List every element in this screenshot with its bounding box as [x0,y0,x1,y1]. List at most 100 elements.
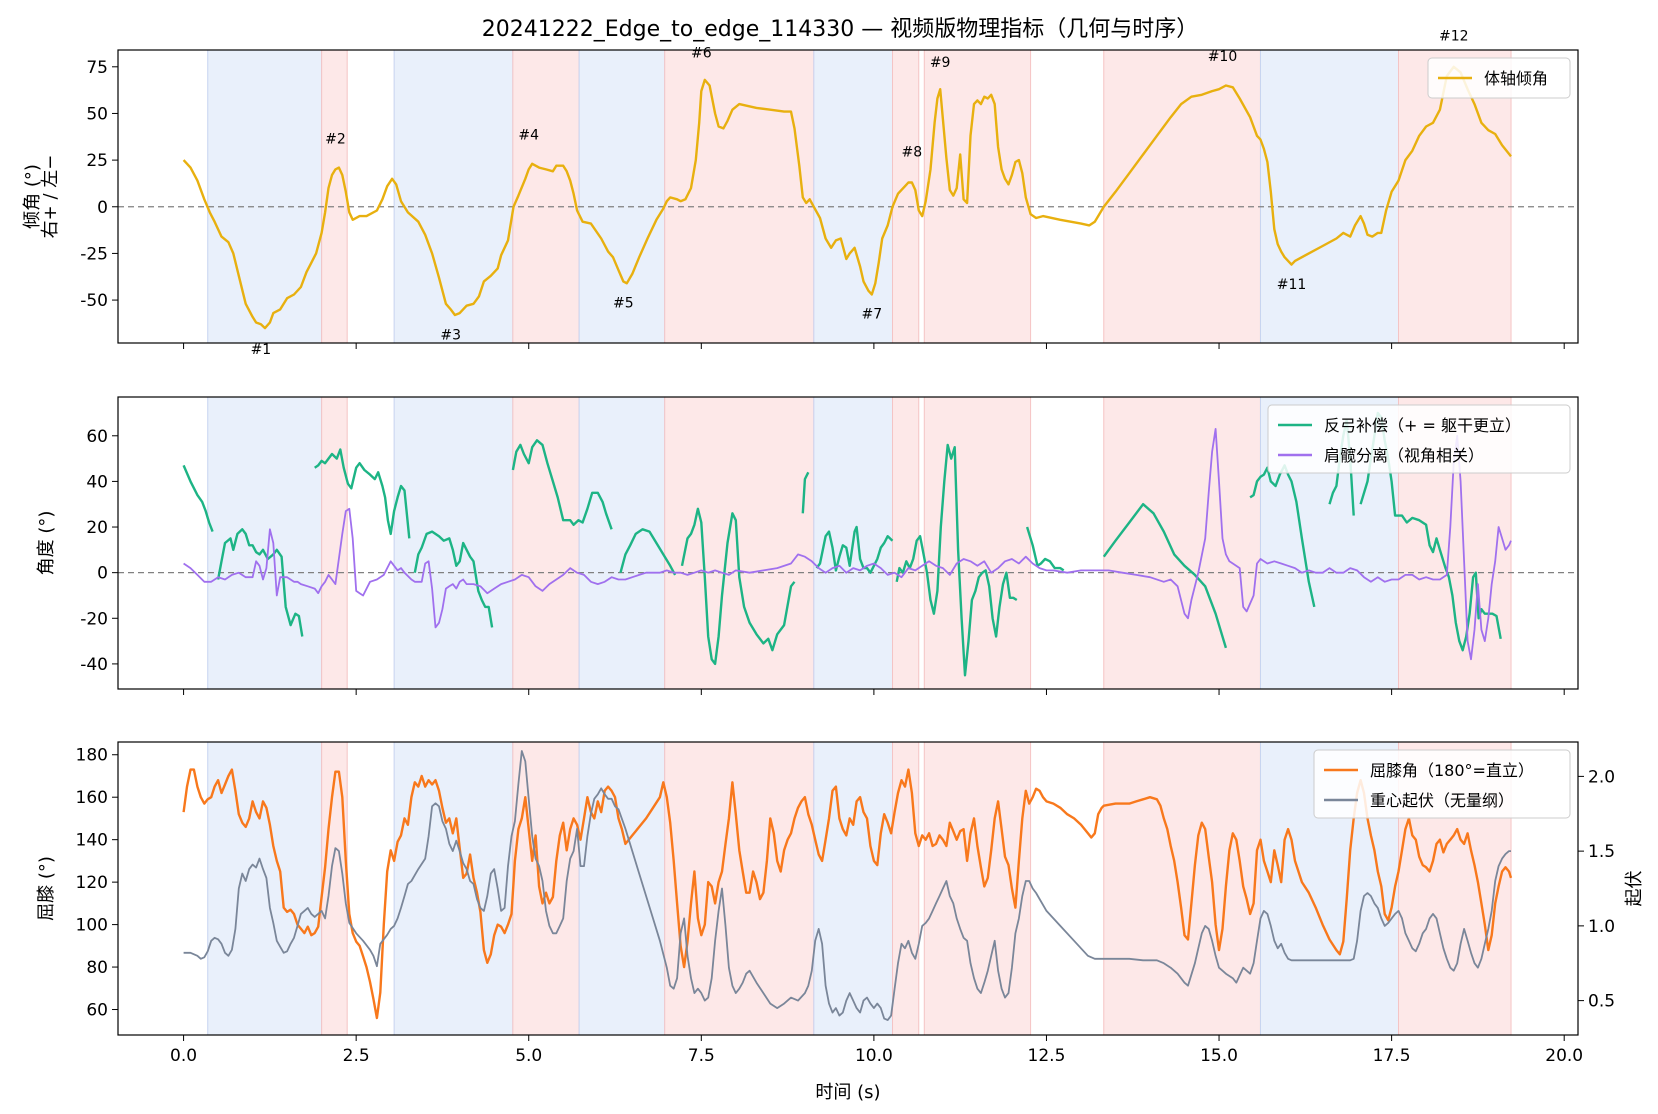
legend-entry: 屈膝角（180°=直立） [1370,761,1534,780]
peak-label: #11 [1277,277,1307,293]
peak-label: #12 [1439,29,1469,45]
y-tick-label: -20 [80,609,108,629]
series-line [182,768,1513,1020]
shaded-phases [207,742,1512,1035]
legend: 屈膝角（180°=直立） 重心起伏（无量纲） [1313,749,1571,819]
peak-label: #1 [251,342,272,358]
series-line [1025,526,1065,572]
x-tick-label: 7.5 [688,1046,715,1066]
phase-band [664,742,815,1035]
series-line [216,528,304,637]
peak-label: #3 [440,327,461,343]
phase-band [813,50,894,343]
series-line [183,428,1512,661]
y-axis-label: 右+ / 左− [40,155,61,239]
series-line [314,448,411,539]
phase-band [1103,50,1261,343]
legend-entry: 重心起伏（无量纲） [1370,791,1514,810]
x-tick-label: 12.5 [1028,1046,1066,1066]
series-line [619,528,677,576]
series-line [801,471,810,514]
phase-band [578,397,666,689]
phase-band [664,50,815,343]
x-tick-label: 2.5 [343,1046,370,1066]
y-tick-label: 180 [76,746,108,766]
phase-band [1103,742,1261,1035]
y-tick-label: 60 [86,1001,108,1021]
y-tick-label: 60 [86,427,108,447]
legend-box [1427,57,1571,99]
legend: 反弓补偿（+ = 躯干更立） 肩髋分离（视角相关） [1267,404,1571,474]
legend-entry: 肩髋分离（视角相关） [1324,446,1484,465]
peak-label: #7 [861,307,882,323]
phase-band [393,50,514,343]
y-right-tick-label: 1.0 [1588,917,1615,937]
y-right-tick-label: 1.5 [1588,842,1615,862]
series-line [1102,503,1228,649]
phase-band [1398,50,1512,343]
y-tick-label: -50 [80,291,108,311]
panels: #1 #2 #3 #4 #5 #6 #7 #8 #9 #10 #11 #12 -50 -25 0 25 50 75… [22,29,1645,1103]
legend-box [1267,404,1571,474]
phase-band [892,742,920,1035]
series-1-1 [183,428,1512,661]
figure-title: 20241222_Edge_to_edge_114330 — 视频版物理指标（几… [482,17,1198,42]
legend: 体轴倾角 [1427,57,1571,99]
series-line [182,65,1512,330]
phase-band [512,50,580,343]
series-line [895,443,1018,677]
series-line [511,439,613,530]
panel-angles: -40 -20 0 20 40 60 角度 (°) 反弓补偿（+ = 躯干更立） 肩髋分离（视角… [36,396,1579,695]
phase-band [393,742,514,1035]
y-axis-label: 角度 (°) [36,511,57,576]
phase-band [892,397,920,689]
series-line [413,530,494,628]
phase-band [1103,397,1261,689]
series-line [183,750,1511,1021]
x-axis-label: 时间 (s) [815,1082,880,1103]
phase-band [512,397,580,689]
series-2-1 [183,750,1511,1021]
panel-knee: 60 80 100 120 140 160 180 0.5 1.0 1.5 2.0 起伏 0.0 2.5 5… [36,741,1645,1103]
y-tick-label: 75 [86,58,108,78]
phase-band [207,50,323,343]
y-right-tick-label: 0.5 [1588,992,1615,1012]
y-axis-label: 屈膝 (°) [36,856,57,921]
series-0-0 [182,65,1512,330]
series-line [182,464,214,533]
phase-band [512,742,580,1035]
shaded-phases [207,50,1512,343]
phase-band [321,50,348,343]
series-line [815,525,894,574]
peak-label: #10 [1208,49,1238,65]
phase-band [664,397,815,689]
peak-label: #6 [691,45,712,61]
panel-tilt: #1 #2 #3 #4 #5 #6 #7 #8 #9 #10 #11 #12 -50 -25 0 25 50 75… [22,29,1579,358]
peak-label: #2 [325,131,346,147]
y-tick-label: 0 [97,564,108,584]
x-tick-label: 17.5 [1373,1046,1411,1066]
legend-entry: 体轴倾角 [1484,69,1548,88]
phase-band [1259,50,1400,343]
y-tick-label: 20 [86,518,108,538]
phase-band [578,742,666,1035]
x-tick-label: 5.0 [515,1046,542,1066]
y-tick-label: 25 [86,151,108,171]
peak-label: #5 [613,296,634,312]
y-tick-label: 0 [97,198,108,218]
legend-box [1313,749,1571,819]
x-tick-label: 20.0 [1545,1046,1583,1066]
series-line [680,507,796,666]
y-tick-label: -40 [80,655,108,675]
y-tick-label: 140 [76,831,108,851]
y-tick-label: 100 [76,916,108,936]
phase-band [578,50,666,343]
y-right-axis-label: 起伏 [1624,871,1645,907]
y-tick-label: 120 [76,873,108,893]
series-2-0 [182,768,1513,1020]
phase-band [321,397,348,689]
legend-entry: 反弓补偿（+ = 躯干更立） [1324,416,1521,435]
y-tick-label: 50 [86,104,108,124]
